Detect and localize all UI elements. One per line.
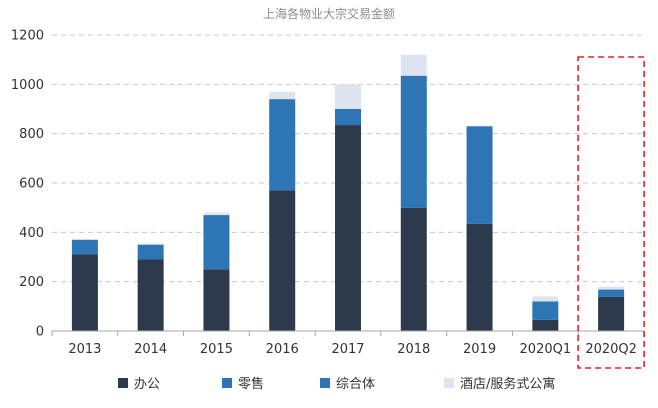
legend: 办公 零售 综合体 酒店/服务式公寓 xyxy=(118,376,555,392)
legend-label: 酒店/服务式公寓 xyxy=(460,376,555,392)
bar-segment-2018-s0 xyxy=(400,207,427,331)
bar-segment-2013-s1 xyxy=(71,239,98,255)
bar-segment-2020q1-s0 xyxy=(532,319,559,331)
bar-segment-2014-s0 xyxy=(137,259,164,331)
y-axis-ticks: 0 200 400 600 800 1000 1200 xyxy=(11,29,44,340)
x-tick-label: 2015 xyxy=(200,342,233,357)
y-tick-label: 600 xyxy=(19,177,44,192)
x-tick-label: 2016 xyxy=(266,342,299,357)
bar-segment-2016-s1 xyxy=(269,99,296,191)
bar-segment-2017-s1 xyxy=(335,109,361,126)
highlight-box-2020q2 xyxy=(577,56,645,369)
bar-segment-2016-s0 xyxy=(269,190,296,331)
bar-segment-2018-s3 xyxy=(400,54,427,76)
x-tick-label: 2020Q2 xyxy=(585,342,637,357)
bar-segment-2013-s0 xyxy=(71,254,98,331)
y-tick-label: 200 xyxy=(19,275,44,290)
bar-segment-2018-s1 xyxy=(400,75,427,208)
bar-segment-2015-s0 xyxy=(203,269,230,331)
bar-segment-2019-s0 xyxy=(466,223,493,331)
legend-label: 综合体 xyxy=(336,377,375,392)
bar-segment-2014-s3 xyxy=(137,243,164,245)
bar-segment-2020q2-s3 xyxy=(598,286,625,290)
x-tick-label: 2020Q1 xyxy=(520,342,572,357)
legend-swatch xyxy=(320,378,330,388)
bar-segment-2019-s1 xyxy=(466,126,493,224)
y-tick-label: 0 xyxy=(36,325,44,340)
bar-segment-2017-s3 xyxy=(335,84,361,109)
bars xyxy=(71,54,625,332)
chart-title: 上海各物业大宗交易金额 xyxy=(263,6,395,21)
bar-segment-2015-s3 xyxy=(203,212,230,216)
bar-segment-2017-s0 xyxy=(335,125,361,332)
bar-segment-2016-s3 xyxy=(269,91,296,100)
x-tick-label: 2014 xyxy=(134,342,167,357)
x-tick-label: 2019 xyxy=(463,342,496,357)
x-axis-ticks: 2013 2014 2015 2016 2017 2018 2019 2020Q1 2020Q2 xyxy=(51,331,645,357)
y-tick-label: 1000 xyxy=(11,78,44,93)
y-tick-label: 800 xyxy=(19,127,44,142)
y-tick-label: 400 xyxy=(19,226,44,241)
x-tick-label: 2017 xyxy=(331,342,364,357)
y-tick-label: 1200 xyxy=(11,29,44,44)
bar-segment-2020q2-s0 xyxy=(598,296,625,331)
bar-segment-2015-s1 xyxy=(203,215,230,270)
legend-swatch xyxy=(118,378,128,388)
bar-segment-2014-s1 xyxy=(137,244,164,260)
legend-swatch xyxy=(222,378,232,388)
bar-segment-2020q1-s1 xyxy=(532,301,559,320)
bar-segment-2020q2-s1 xyxy=(598,289,625,297)
x-tick-label: 2013 xyxy=(68,342,101,357)
legend-label: 零售 xyxy=(238,376,264,392)
bar-segment-2020q1-s3 xyxy=(532,296,559,302)
legend-label: 办公 xyxy=(134,377,160,392)
legend-swatch xyxy=(444,378,454,388)
x-tick-label: 2018 xyxy=(397,342,430,357)
